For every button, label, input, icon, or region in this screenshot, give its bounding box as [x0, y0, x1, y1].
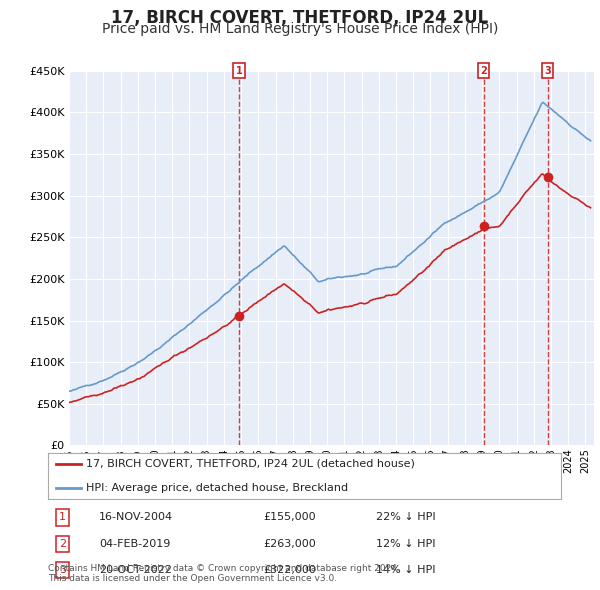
Text: 2: 2: [480, 66, 487, 76]
Text: 16-NOV-2004: 16-NOV-2004: [100, 513, 173, 522]
Text: 20-OCT-2022: 20-OCT-2022: [100, 565, 172, 575]
Text: 3: 3: [59, 565, 66, 575]
Text: 22% ↓ HPI: 22% ↓ HPI: [376, 513, 436, 522]
Text: £322,000: £322,000: [263, 565, 316, 575]
Text: 1: 1: [236, 66, 242, 76]
Text: Contains HM Land Registry data © Crown copyright and database right 2024.
This d: Contains HM Land Registry data © Crown c…: [48, 563, 400, 583]
Text: £155,000: £155,000: [263, 513, 316, 522]
Text: 1: 1: [59, 513, 66, 522]
Text: 3: 3: [544, 66, 551, 76]
Text: 17, BIRCH COVERT, THETFORD, IP24 2UL: 17, BIRCH COVERT, THETFORD, IP24 2UL: [112, 9, 488, 27]
Text: Price paid vs. HM Land Registry's House Price Index (HPI): Price paid vs. HM Land Registry's House …: [102, 22, 498, 36]
Text: 14% ↓ HPI: 14% ↓ HPI: [376, 565, 436, 575]
Text: HPI: Average price, detached house, Breckland: HPI: Average price, detached house, Brec…: [86, 483, 349, 493]
Text: £263,000: £263,000: [263, 539, 316, 549]
Text: 2: 2: [59, 539, 66, 549]
Text: 12% ↓ HPI: 12% ↓ HPI: [376, 539, 436, 549]
Text: 04-FEB-2019: 04-FEB-2019: [100, 539, 170, 549]
Text: 17, BIRCH COVERT, THETFORD, IP24 2UL (detached house): 17, BIRCH COVERT, THETFORD, IP24 2UL (de…: [86, 458, 415, 468]
